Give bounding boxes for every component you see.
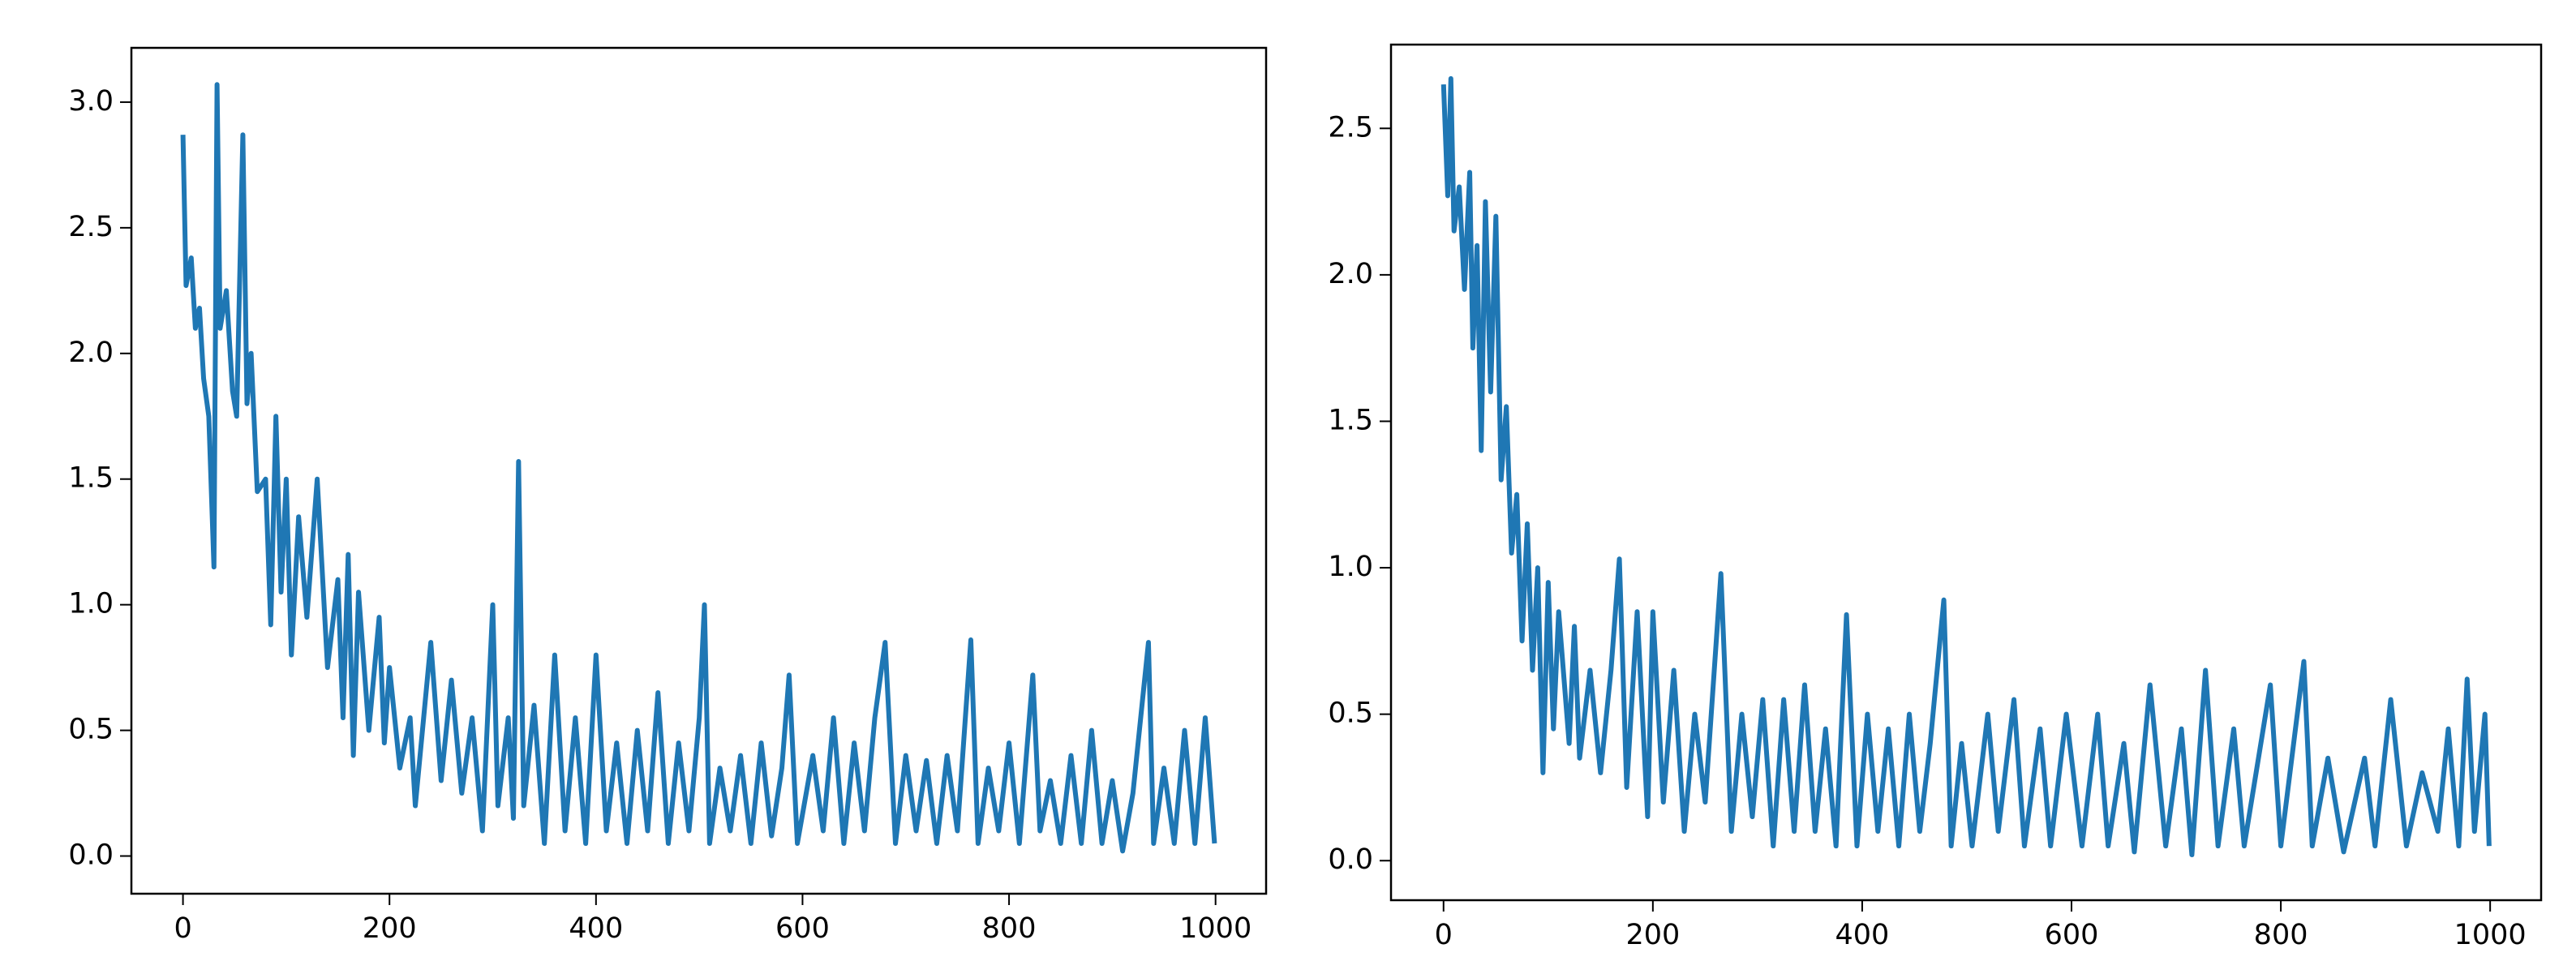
- y-tick-label: 0.0: [68, 839, 114, 872]
- data-line: [1440, 75, 2492, 858]
- x-tick-label: 200: [1625, 919, 1680, 951]
- y-tick-label: 1.5: [1328, 404, 1373, 436]
- y-tick-label: 1.0: [68, 588, 114, 620]
- x-tick-label: 800: [2254, 919, 2308, 951]
- x-tick-label: 400: [1835, 919, 1890, 951]
- x-tick-label: 0: [174, 912, 191, 945]
- axes-frame: [1389, 43, 2543, 902]
- y-tick-label: 2.5: [1328, 111, 1373, 144]
- x-tick-label: 600: [775, 912, 830, 945]
- axes-frame: [130, 46, 1268, 895]
- y-tick-label: 0.5: [1328, 697, 1373, 730]
- data-line: [180, 82, 1217, 854]
- y-tick-label: 2.5: [68, 211, 114, 243]
- y-tick-label: 1.5: [68, 462, 114, 495]
- y-tick-label: 0.0: [1328, 843, 1373, 876]
- y-tick-label: 2.0: [68, 337, 114, 369]
- x-tick-label: 0: [1435, 919, 1453, 951]
- y-tick-label: 2.0: [1328, 258, 1373, 290]
- x-tick-label: 600: [2045, 919, 2099, 951]
- y-tick-label: 1.0: [1328, 551, 1373, 583]
- y-tick-label: 0.5: [68, 714, 114, 746]
- x-tick-label: 800: [982, 912, 1037, 945]
- x-tick-label: 1000: [1179, 912, 1252, 945]
- x-tick-label: 1000: [2454, 919, 2527, 951]
- x-tick-label: 200: [363, 912, 417, 945]
- y-tick-label: 3.0: [68, 85, 114, 118]
- x-tick-label: 400: [569, 912, 623, 945]
